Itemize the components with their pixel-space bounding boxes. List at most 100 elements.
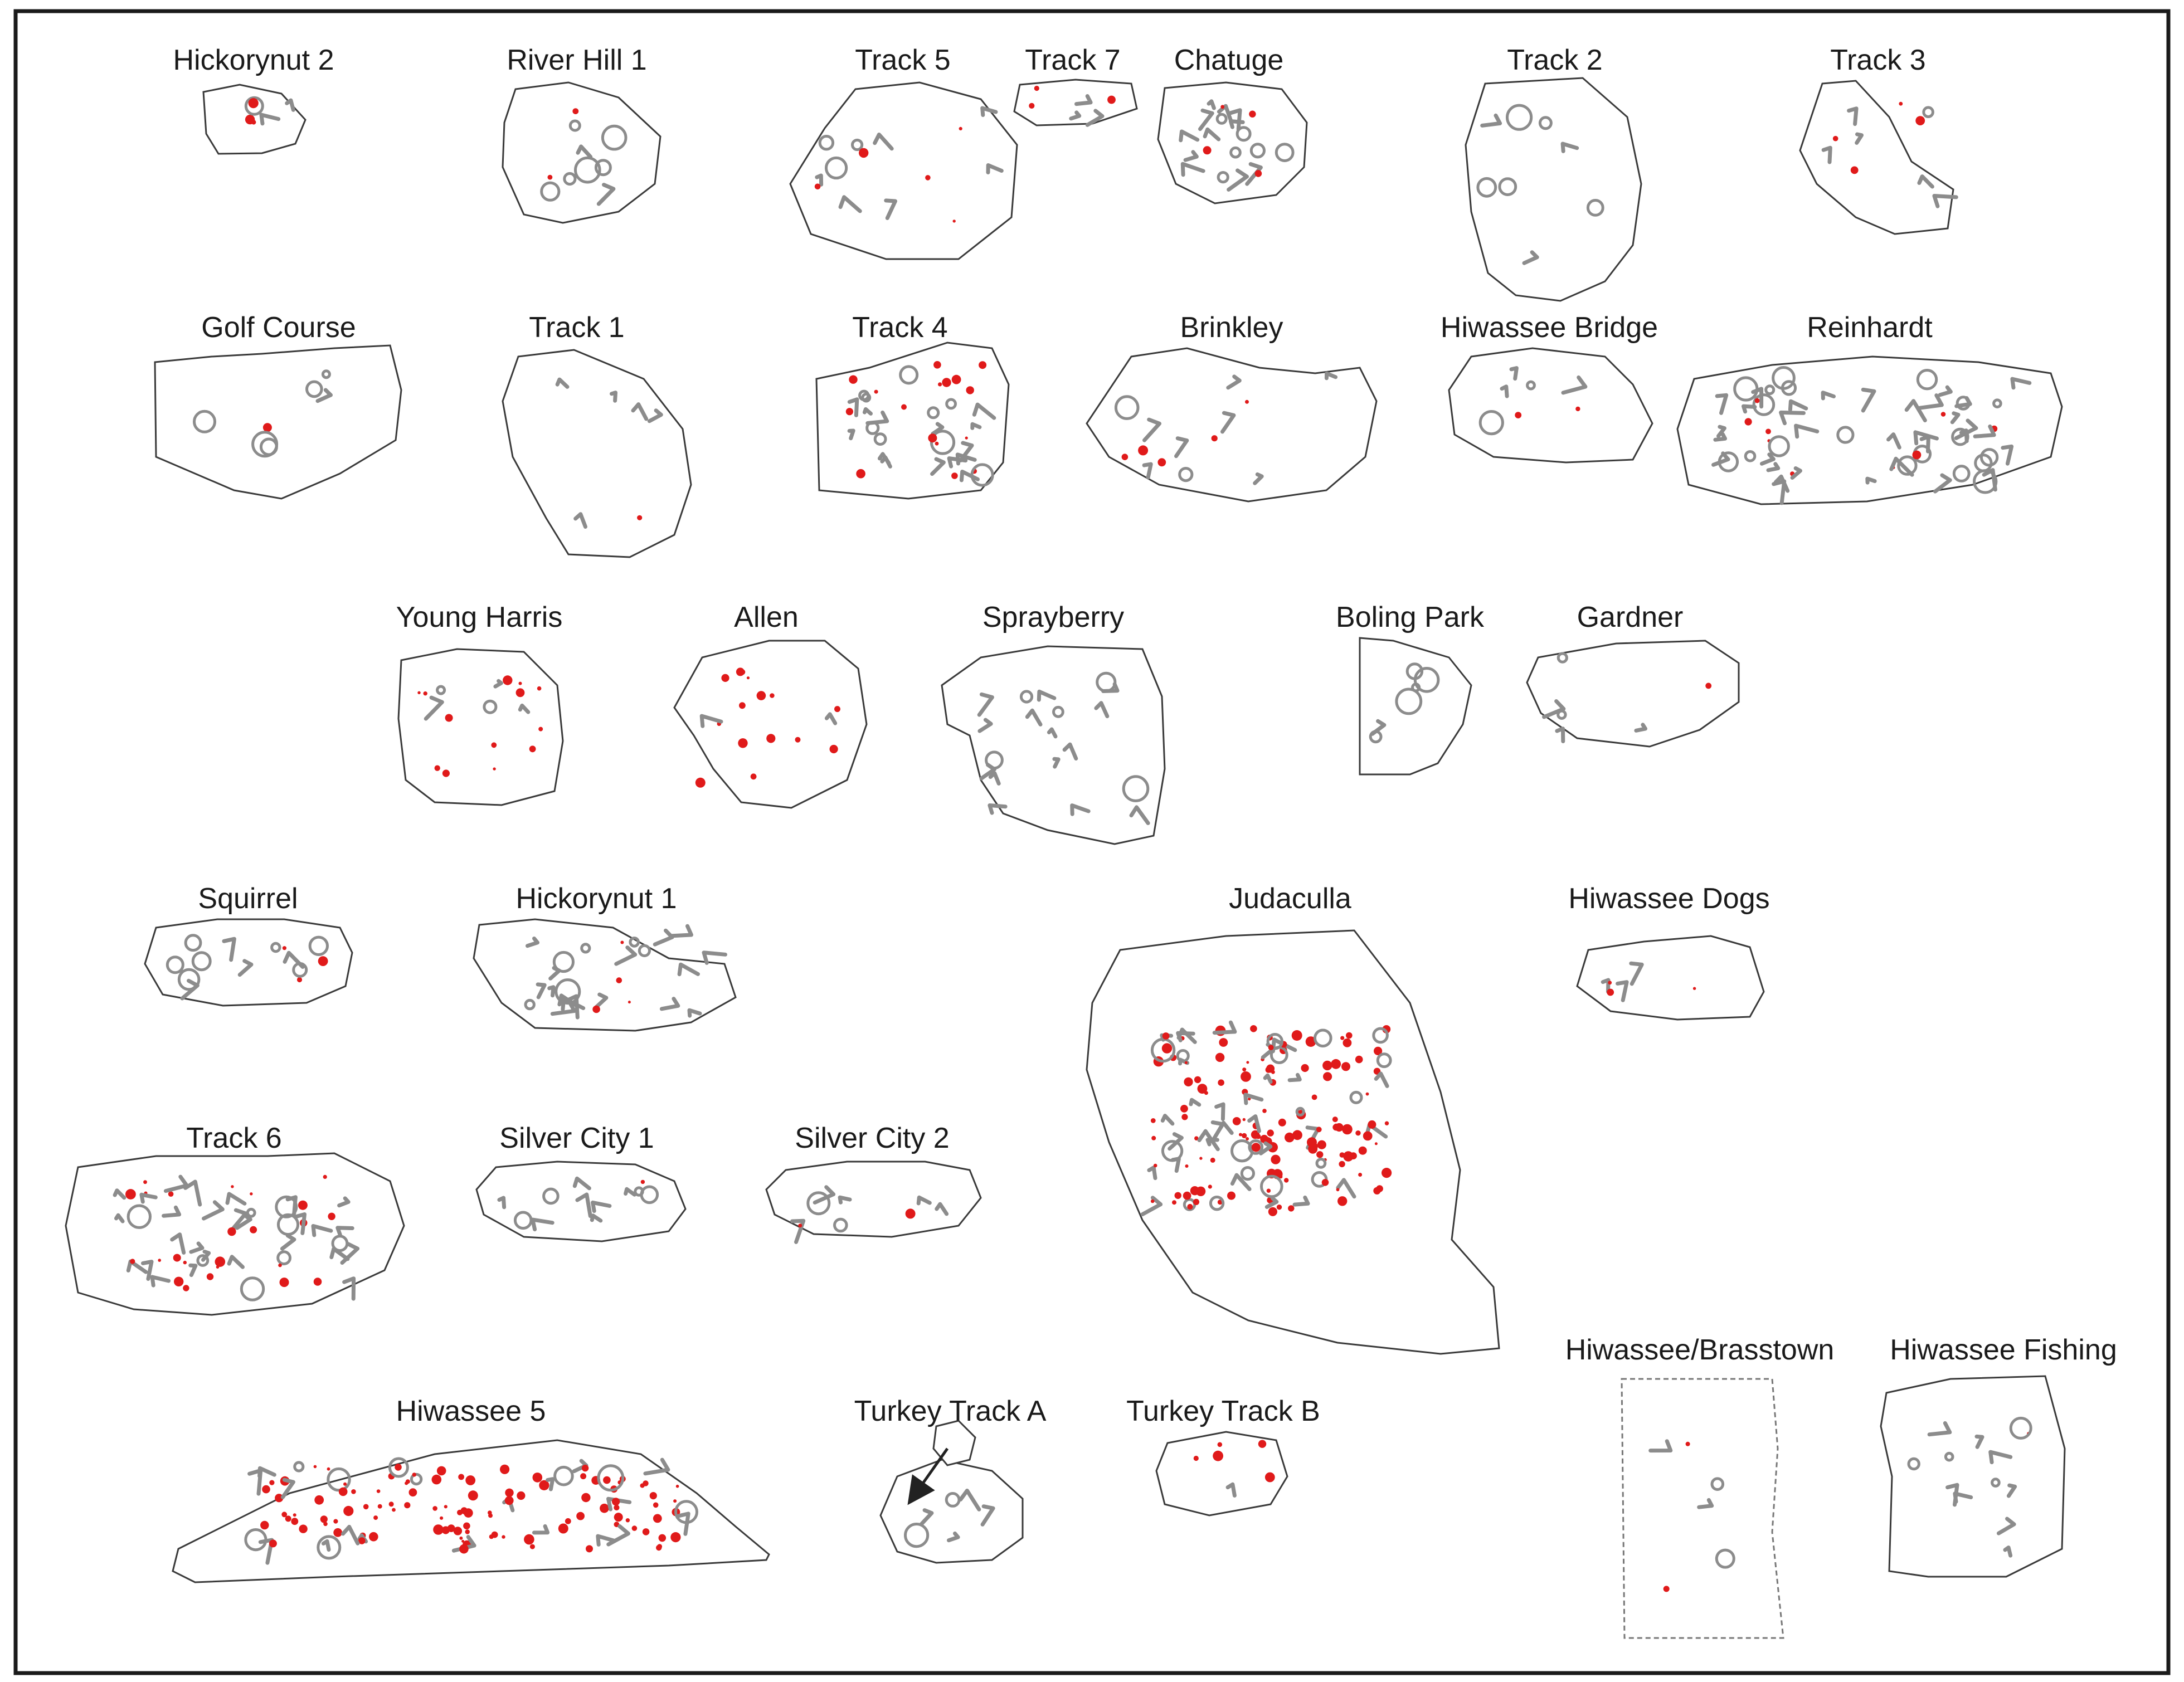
cupule-mark (250, 1192, 253, 1196)
cupule-mark (1246, 1061, 1249, 1064)
line-glyph (497, 1196, 507, 1210)
line-glyph (526, 937, 539, 948)
line-glyph (935, 1202, 949, 1216)
ring-glyph (513, 1211, 533, 1230)
cupule-mark (1242, 1118, 1246, 1122)
cupule-mark (458, 1474, 464, 1480)
line-glyph (947, 1531, 960, 1543)
cupule-mark (320, 1515, 328, 1523)
ring-glyph (540, 181, 561, 202)
line-glyph (1790, 466, 1802, 480)
ring-glyph (1506, 104, 1533, 131)
cupule-mark (1705, 682, 1712, 689)
line-glyph (959, 470, 980, 482)
line-glyph (1176, 1031, 1195, 1042)
cupule-mark (333, 1528, 343, 1537)
cupule-mark (1316, 1127, 1322, 1133)
line-glyph (1927, 1421, 1952, 1437)
cupule-mark (1515, 412, 1522, 418)
line-glyph (1938, 385, 1953, 397)
glyph-layer (1476, 104, 1604, 265)
cupule-mark (388, 1501, 394, 1507)
cupule-mark (174, 1276, 184, 1286)
line-glyph (606, 1524, 630, 1547)
cupule-mark (468, 1490, 478, 1501)
ring-glyph (1526, 380, 1536, 391)
line-glyph (1225, 1482, 1237, 1498)
cupule-mark (658, 1534, 667, 1542)
boulder-label: Track 5 (855, 44, 950, 76)
cupule-mark (351, 1489, 356, 1494)
cupule-mark (572, 108, 579, 115)
cupule-mark (515, 688, 525, 698)
cupule-mark (738, 738, 748, 748)
line-glyph (1094, 701, 1110, 719)
line-glyph (575, 1192, 592, 1218)
cupule-mark (1288, 1205, 1295, 1212)
cupule-mark (1107, 95, 1116, 104)
line-glyph (1561, 375, 1588, 395)
line-glyph (1069, 110, 1082, 121)
ring-glyph (1248, 1139, 1264, 1155)
line-glyph (838, 195, 862, 213)
line-glyph (590, 1213, 603, 1223)
boulder-gardner: Gardner (1526, 601, 1740, 748)
cupule-mark (1765, 428, 1771, 435)
cupule-mark (1172, 1200, 1176, 1205)
cupule-mark (1193, 1455, 1199, 1461)
cupule-mark (547, 174, 553, 180)
cupule-mark (500, 1464, 510, 1474)
ring-glyph (833, 1217, 848, 1233)
line-glyph (591, 1200, 612, 1213)
ring-glyph (1916, 369, 1938, 391)
line-glyph (1160, 1114, 1175, 1126)
boulder-outline (789, 81, 1018, 260)
ring-glyph (1114, 395, 1140, 420)
cupule-mark (1384, 1121, 1389, 1125)
line-glyph (1210, 1120, 1225, 1144)
boulder-label: Track 2 (1507, 44, 1602, 76)
cupule-mark (600, 1503, 609, 1513)
line-glyph (335, 1226, 354, 1237)
line-glyph (1229, 108, 1242, 131)
ring-glyph (927, 406, 940, 420)
cupule-mark (369, 1532, 378, 1542)
cupule-mark (770, 693, 775, 698)
ring-glyph (1395, 688, 1423, 715)
cupule-mark (1242, 1133, 1247, 1138)
boulder-hickorynut-2: Hickorynut 2 (173, 44, 334, 155)
glyph-layer (1711, 366, 2032, 505)
line-glyph (1480, 113, 1502, 128)
cupule-mark (1368, 1120, 1376, 1129)
cupule-mark (285, 1515, 291, 1522)
cupule-mark (628, 1001, 631, 1004)
cupule-mark (1151, 1135, 1156, 1140)
line-glyph (1220, 411, 1236, 434)
line-glyph (1207, 99, 1216, 110)
line-glyph (1560, 142, 1579, 153)
line-glyph (188, 1263, 198, 1278)
cupule-mark (1365, 1092, 1369, 1096)
line-glyph (1973, 424, 1996, 438)
boulder-judaculla: Judaculla (1086, 883, 1500, 1355)
boulder-label: Squirrel (198, 883, 298, 915)
ring-glyph (629, 937, 640, 948)
line-glyph (531, 1217, 554, 1232)
glyph-layer (1179, 99, 1295, 192)
ring-glyph (1295, 1106, 1305, 1117)
cupule-mark (1211, 435, 1218, 442)
line-glyph (670, 924, 693, 938)
boulder-outline (1155, 1431, 1288, 1517)
cupule-mark (814, 183, 821, 190)
line-glyph (340, 1242, 360, 1265)
boulder-hiwassee-dogs: Hiwassee Dogs (1568, 883, 1770, 1021)
line-glyph (1861, 387, 1876, 413)
line-glyph (225, 1192, 247, 1206)
line-glyph (576, 144, 593, 159)
boulder-label: Hiwassee Bridge (1441, 311, 1658, 344)
glyph-layer (555, 377, 663, 529)
cupule-mark (856, 469, 865, 479)
ring-glyph (1991, 1478, 2001, 1488)
boulder-river-hill-1: River Hill 1 (502, 44, 661, 224)
line-glyph (321, 1539, 331, 1552)
